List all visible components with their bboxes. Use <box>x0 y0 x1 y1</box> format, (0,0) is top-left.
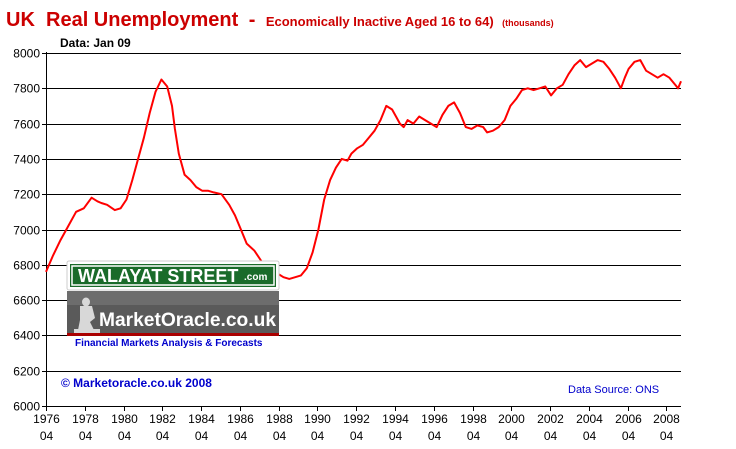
y-tick-label: 7800 <box>13 82 40 96</box>
x-tick-label-month: 04 <box>40 429 54 443</box>
marketoracle-banner-stripe <box>67 333 279 336</box>
x-tick-label-year: 1996 <box>421 412 448 426</box>
street-sign-suffix: .com <box>244 272 267 283</box>
x-tick-label-month: 04 <box>467 429 481 443</box>
y-axis-ticks: 6000 6200 6400 6600 6800 7000 7200 7400 7600 7800… <box>13 47 46 414</box>
copyright-note: © Marketoracle.co.uk 2008 <box>61 376 212 390</box>
marketoracle-tagline: Financial Markets Analysis & Forecasts <box>75 338 263 349</box>
y-tick-label: 7400 <box>13 153 40 167</box>
x-tick-label-year: 1988 <box>266 412 293 426</box>
y-tick-label: 6800 <box>13 259 40 273</box>
chart-title: UK Real Unemployment <box>6 9 239 31</box>
x-tick-label-year: 2008 <box>653 412 680 426</box>
y-tick-label: 6200 <box>13 365 40 379</box>
x-tick-label-month: 04 <box>583 429 597 443</box>
x-tick-label-month: 04 <box>505 429 519 443</box>
x-tick-label-year: 2006 <box>615 412 642 426</box>
x-tick-label-year: 2000 <box>498 412 525 426</box>
x-tick-label-year: 1984 <box>188 412 215 426</box>
street-sign-inner <box>70 264 276 287</box>
marketoracle-banner-shade <box>67 291 279 305</box>
x-tick-label-month: 04 <box>428 429 442 443</box>
title-separator: - <box>249 9 256 31</box>
x-tick-label-year: 1994 <box>382 412 409 426</box>
data-date-annotation: Data: Jan 09 <box>60 36 131 50</box>
x-tick-label-month: 04 <box>660 429 674 443</box>
x-tick-label-month: 04 <box>195 429 209 443</box>
chart-unit-label: (thousands) <box>502 18 554 28</box>
thinker-statue-icon <box>74 297 100 333</box>
data-source-note: Data Source: ONS <box>568 384 659 396</box>
x-tick-label-month: 04 <box>118 429 132 443</box>
x-tick-label-month: 04 <box>234 429 248 443</box>
x-tick-label-year: 1998 <box>460 412 487 426</box>
x-tick-label-month: 04 <box>544 429 558 443</box>
marketoracle-site-name: MarketOracle.co.uk <box>99 310 276 331</box>
street-sign-text: WALAYAT STREET <box>78 266 238 286</box>
x-tick-label-year: 1982 <box>149 412 176 426</box>
series-line-unemployment <box>45 59 682 280</box>
walayat-street-logo: WALAYAT STREET .com <box>66 260 280 291</box>
x-tick-label-year: 2004 <box>576 412 603 426</box>
y-tick-label: 6600 <box>13 294 40 308</box>
y-tick-label: 7000 <box>13 224 40 238</box>
x-tick-label-year: 1992 <box>343 412 370 426</box>
x-tick-label-year: 1976 <box>33 412 60 426</box>
x-tick-label-month: 04 <box>273 429 287 443</box>
x-tick-label-month: 04 <box>79 429 93 443</box>
y-tick-label: 8000 <box>13 47 40 61</box>
x-tick-label-month: 04 <box>156 429 170 443</box>
marketoracle-logo: MarketOracle.co.uk <box>67 291 279 336</box>
y-tick-label: 7600 <box>13 118 40 132</box>
x-tick-label-year: 1986 <box>227 412 254 426</box>
chart-subtitle: Economically Inactive Aged 16 to 64) <box>266 14 494 29</box>
x-tick-label-year: 1980 <box>111 412 138 426</box>
x-tick-label-month: 04 <box>389 429 403 443</box>
y-tick-label: 6400 <box>13 329 40 343</box>
y-tick-label: 7200 <box>13 188 40 202</box>
x-tick-label-year: 2002 <box>537 412 564 426</box>
street-sign-border <box>71 265 275 286</box>
x-tick-label-month: 04 <box>350 429 364 443</box>
x-tick-label-year: 1978 <box>72 412 99 426</box>
x-tick-label-year: 1990 <box>304 412 331 426</box>
chart-title-block: UK Real Unemployment - Economically Inac… <box>6 9 554 31</box>
y-tick-label: 6000 <box>13 400 40 414</box>
x-axis-ticks: 1976 04 1978 04 1980 04 1982 04 1984 04 1986 04 1988… <box>33 406 680 443</box>
x-tick-label-month: 04 <box>311 429 325 443</box>
x-tick-label-month: 04 <box>622 429 636 443</box>
